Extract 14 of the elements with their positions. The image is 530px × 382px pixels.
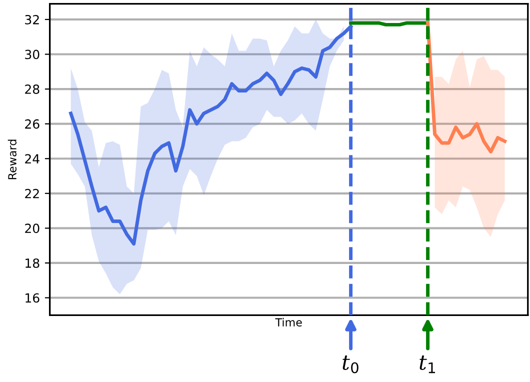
y-tick-label: 16 bbox=[26, 293, 40, 303]
y-tick-label: 18 bbox=[26, 258, 40, 268]
y-tick-label: 32 bbox=[25, 14, 39, 24]
x-axis-title: Time bbox=[275, 318, 302, 327]
y-axis-title: Reward bbox=[8, 140, 16, 180]
y-tick-label: 30 bbox=[25, 50, 40, 60]
y-tick-label: 22 bbox=[25, 188, 39, 198]
text: t$_{1}$ bbox=[420, 355, 436, 374]
y-tick-label: 24 bbox=[25, 154, 40, 164]
y-tick-label: 20 bbox=[25, 224, 40, 234]
y-tick-label: 28 bbox=[25, 84, 40, 94]
text: t$_{0}$ bbox=[342, 355, 358, 374]
line-series bbox=[426, 21, 507, 154]
y-tick-label: 26 bbox=[25, 119, 40, 129]
